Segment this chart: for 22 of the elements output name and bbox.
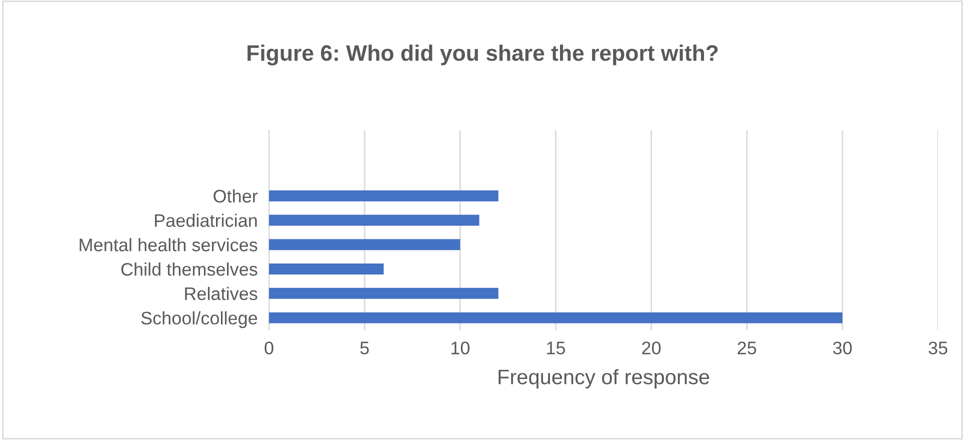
x-tick-label: 30 <box>833 342 852 354</box>
x-axis-title: Frequency of response <box>498 369 710 388</box>
bar <box>269 214 480 226</box>
chart-title: Figure 6: Who did you share the report with? <box>248 44 718 66</box>
x-tick-label: 10 <box>451 342 470 354</box>
y-tick-label: Mental health services <box>80 238 258 252</box>
y-tick-label: Paediatrician <box>154 214 257 227</box>
x-tick-label: 0 <box>264 342 274 354</box>
x-tick-label: 20 <box>642 342 661 354</box>
bar <box>269 312 842 324</box>
bar <box>269 264 384 275</box>
x-tick-label: 5 <box>360 342 369 354</box>
x-tick-label: 15 <box>547 342 565 354</box>
bar <box>269 288 498 299</box>
y-tick-label: School/college <box>141 311 258 328</box>
x-tick-label: 35 <box>928 342 948 354</box>
y-tick-label: Child themselves <box>121 262 258 276</box>
x-tick-label: 25 <box>738 342 756 354</box>
bar <box>269 190 498 202</box>
bar <box>269 239 460 250</box>
y-tick-label: Other <box>214 189 258 203</box>
y-tick-label: Relatives <box>185 286 258 300</box>
